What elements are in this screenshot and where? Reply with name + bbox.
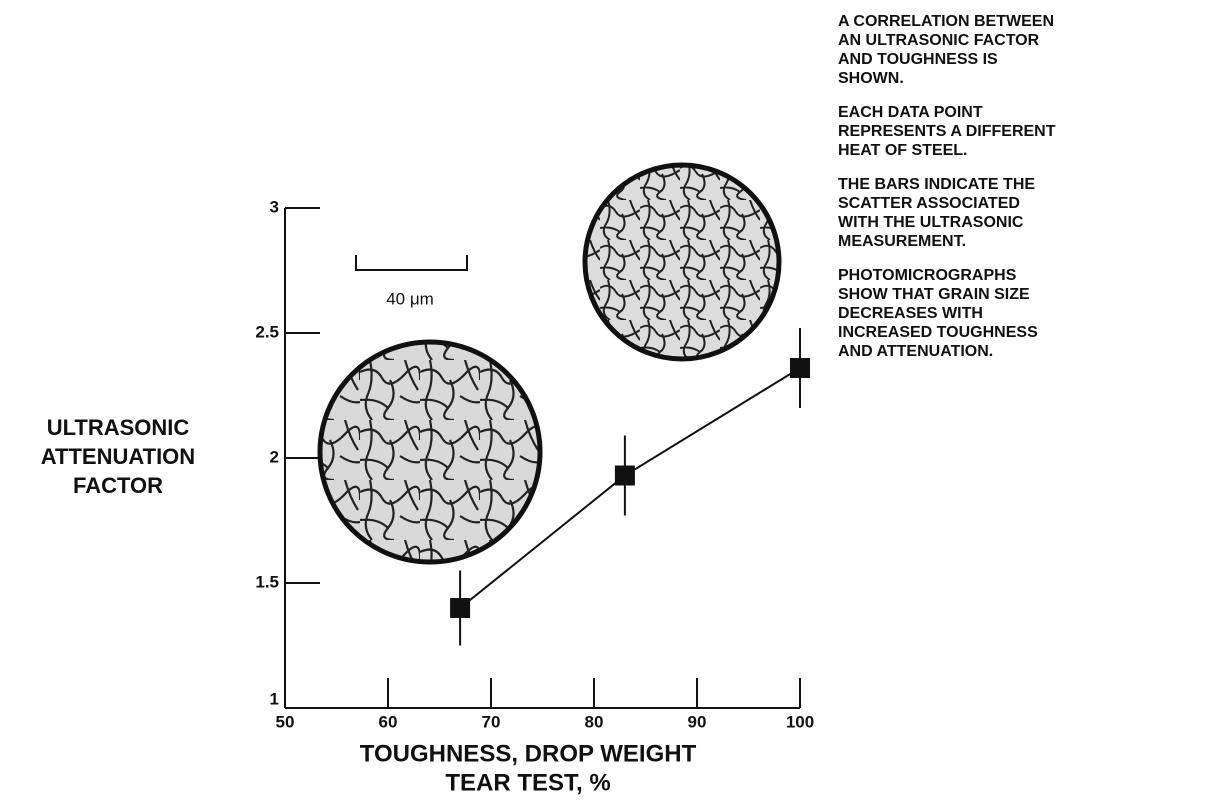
y-axis-title: ULTRASONIC xyxy=(47,415,190,440)
x-axis-title: TEAR TEST, % xyxy=(445,769,610,796)
micrograph-fine xyxy=(585,165,779,359)
note-line: A CORRELATION BETWEEN xyxy=(838,13,1054,30)
data-point xyxy=(790,358,810,378)
x-tick-label: 90 xyxy=(688,712,707,731)
note-line: AN ULTRASONIC FACTOR xyxy=(838,32,1040,49)
note-line: AND TOUGHNESS IS xyxy=(838,51,998,68)
x-tick-label: 60 xyxy=(379,712,398,731)
note-line: REPRESENTS A DIFFERENT xyxy=(838,123,1056,140)
scale-bar xyxy=(356,255,467,270)
page: {"chart_data": { "type": "scatter", "x":… xyxy=(0,0,1207,806)
note-line: SHOW THAT GRAIN SIZE xyxy=(838,286,1030,303)
scale-bar-label: 40 μm xyxy=(386,289,434,308)
x-tick-label: 100 xyxy=(786,712,814,731)
data-point xyxy=(450,598,470,618)
chart: 40 μm 1 1.5 2 2.5 3 50 60 70 80 90 100 ULTRASONIC AT… xyxy=(0,0,1207,806)
x-tick-label: 70 xyxy=(482,712,501,731)
micrograph-coarse xyxy=(320,342,540,562)
y-tick-label: 3 xyxy=(270,197,279,216)
y-axis-title: ATTENUATION xyxy=(41,444,195,469)
note-line: PHOTOMICROGRAPHS xyxy=(838,267,1017,284)
note-line: MEASUREMENT. xyxy=(838,233,966,250)
y-tick-label: 2.5 xyxy=(255,322,279,341)
note-line: WITH THE ULTRASONIC xyxy=(838,214,1024,231)
y-axis-title: FACTOR xyxy=(73,473,163,498)
note-line: THE BARS INDICATE THE xyxy=(838,176,1035,193)
y-tick-label: 1.5 xyxy=(255,572,279,591)
note-line: SCATTER ASSOCIATED xyxy=(838,195,1020,212)
note-line: AND ATTENUATION. xyxy=(838,343,993,360)
data-point xyxy=(615,466,635,486)
x-axis-title: TOUGHNESS, DROP WEIGHT xyxy=(360,740,697,767)
note-line: EACH DATA POINT xyxy=(838,104,983,121)
note-line: HEAT OF STEEL. xyxy=(838,142,967,159)
note-line: DECREASES WITH xyxy=(838,305,983,322)
note-line: INCREASED TOUGHNESS xyxy=(838,324,1038,341)
note-line: SHOWN. xyxy=(838,70,904,87)
y-tick-label: 2 xyxy=(270,447,279,466)
x-tick-label: 80 xyxy=(585,712,604,731)
y-tick-label: 1 xyxy=(270,689,279,708)
x-tick-label: 50 xyxy=(276,712,295,731)
